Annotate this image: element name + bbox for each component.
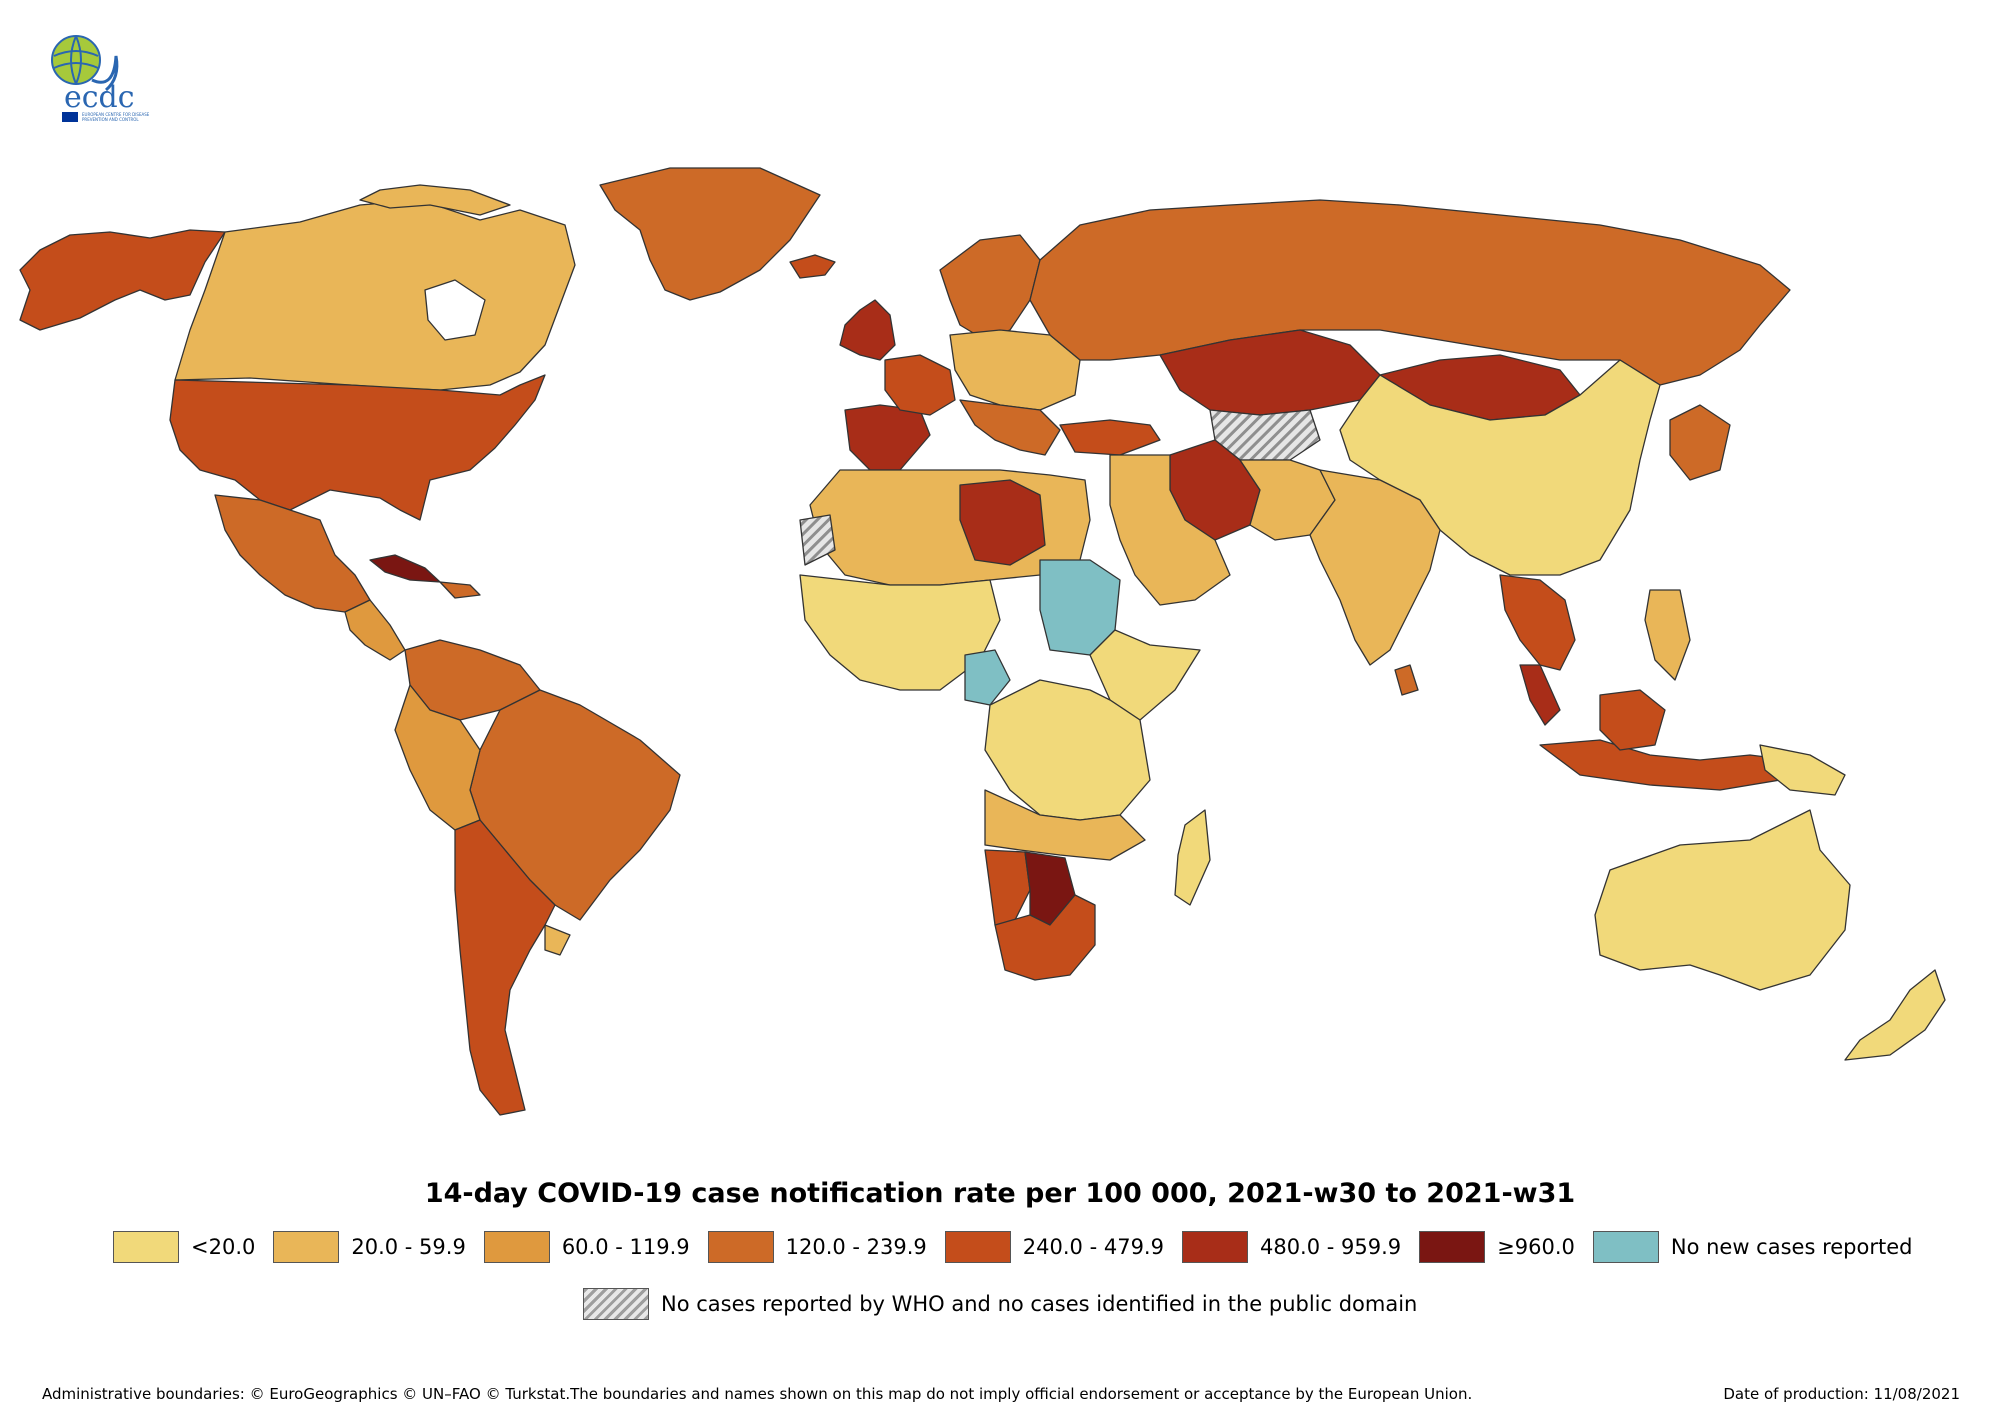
region-cameroon: [964, 649, 1011, 706]
legend-label: No new cases reported: [1670, 1235, 1913, 1259]
footer-disclaimer: Administrative boundaries: © EuroGeograp…: [42, 1385, 1473, 1403]
region-iceland: [789, 254, 836, 279]
region-usa: [169, 374, 546, 521]
region-indonesia: [1539, 739, 1791, 791]
region-canada: [174, 199, 576, 391]
legend-item: ≥960.0: [1419, 1231, 1575, 1263]
legend-item: 20.0 - 59.9: [273, 1231, 466, 1263]
region-west-africa: [799, 574, 1001, 691]
legend-item: 120.0 - 239.9: [707, 1231, 927, 1263]
legend-label: 60.0 - 119.9: [561, 1235, 690, 1259]
legend-swatch: [483, 1231, 550, 1263]
region-chile-argentina: [454, 819, 556, 1116]
legend-swatch: [707, 1231, 774, 1263]
region-uruguay: [544, 924, 571, 956]
region-central-america: [344, 599, 406, 661]
legend-label: 240.0 - 479.9: [1022, 1235, 1164, 1259]
region-turkey: [1059, 419, 1161, 456]
legend-swatch: [1592, 1231, 1659, 1263]
legend-swatch: [113, 1231, 179, 1263]
region-papua: [1759, 744, 1846, 796]
region-middle-east: [1109, 454, 1231, 606]
region-borneo: [1599, 689, 1666, 751]
legend: <20.0 20.0 - 59.9 60.0 - 119.9 120.0 - 239.…: [113, 1228, 1930, 1266]
region-madagascar: [1174, 809, 1211, 906]
legend-label: <20.0: [191, 1235, 256, 1259]
legend-hatch-swatch: [583, 1288, 649, 1320]
region-scandinavia: [939, 234, 1041, 341]
region-southern-central-africa: [984, 789, 1146, 861]
region-sri-lanka: [1394, 664, 1419, 696]
legend-swatch: [944, 1231, 1011, 1263]
region-iberia: [844, 404, 931, 471]
region-china: [1339, 359, 1661, 576]
ecdc-logo-text: ecdc: [64, 80, 135, 115]
legend-swatch: [273, 1231, 340, 1263]
region-korea-japan: [1669, 404, 1731, 481]
region-australia: [1594, 809, 1851, 991]
ecdc-logo: ecdc EUROPEAN CENTRE FOR DISEASE PREVENT…: [44, 28, 164, 128]
legend-label: 480.0 - 959.9: [1259, 1235, 1402, 1259]
region-russia: [1029, 199, 1791, 386]
legend-hatch-item: No cases reported by WHO and no cases id…: [583, 1288, 1417, 1320]
region-malaysia-peninsula: [1519, 664, 1561, 726]
world-map: [19, 167, 1946, 1116]
region-alaska: [19, 229, 226, 331]
region-hudson-bay: [424, 279, 486, 341]
region-cuba: [369, 554, 441, 583]
region-caribbean: [439, 581, 481, 599]
region-central-africa: [984, 679, 1151, 821]
legend-item: No new cases reported: [1592, 1231, 1913, 1263]
legend-hatch-label: No cases reported by WHO and no cases id…: [661, 1292, 1418, 1316]
region-greenland: [599, 167, 821, 301]
legend-item: <20.0: [113, 1231, 255, 1263]
region-india: [1309, 469, 1441, 666]
region-france: [884, 354, 956, 416]
map-title: 14-day COVID-19 case notification rate p…: [424, 1178, 1576, 1209]
legend-item: 480.0 - 959.9: [1181, 1231, 1402, 1263]
region-canada-arctic: [359, 184, 511, 216]
legend-label: ≥960.0: [1497, 1235, 1575, 1259]
region-new-zealand: [1844, 969, 1946, 1061]
region-italy-balkans: [959, 399, 1061, 456]
region-uk-ireland: [839, 299, 896, 361]
legend-label: 120.0 - 239.9: [785, 1235, 927, 1259]
ecdc-globe-icon: [51, 35, 119, 122]
region-philippines: [1644, 589, 1691, 681]
region-namibia: [984, 849, 1031, 931]
footer-date: Date of production: 11/08/2021: [1723, 1385, 1960, 1403]
legend-swatch: [1419, 1231, 1486, 1263]
region-western-sahara-hatch: [799, 514, 836, 566]
region-mexico: [214, 494, 371, 613]
region-south-africa: [994, 894, 1096, 981]
legend-swatch: [1181, 1231, 1248, 1263]
legend-item: 240.0 - 479.9: [944, 1231, 1164, 1263]
region-libya: [959, 479, 1046, 566]
legend-item: 60.0 - 119.9: [483, 1231, 690, 1263]
legend-label: 20.0 - 59.9: [351, 1235, 466, 1259]
region-central-europe: [949, 329, 1081, 411]
region-southeast-asia: [1499, 574, 1576, 671]
ecdc-logo-subtext: EUROPEAN CENTRE FOR DISEASE PREVENTION A…: [82, 112, 150, 122]
